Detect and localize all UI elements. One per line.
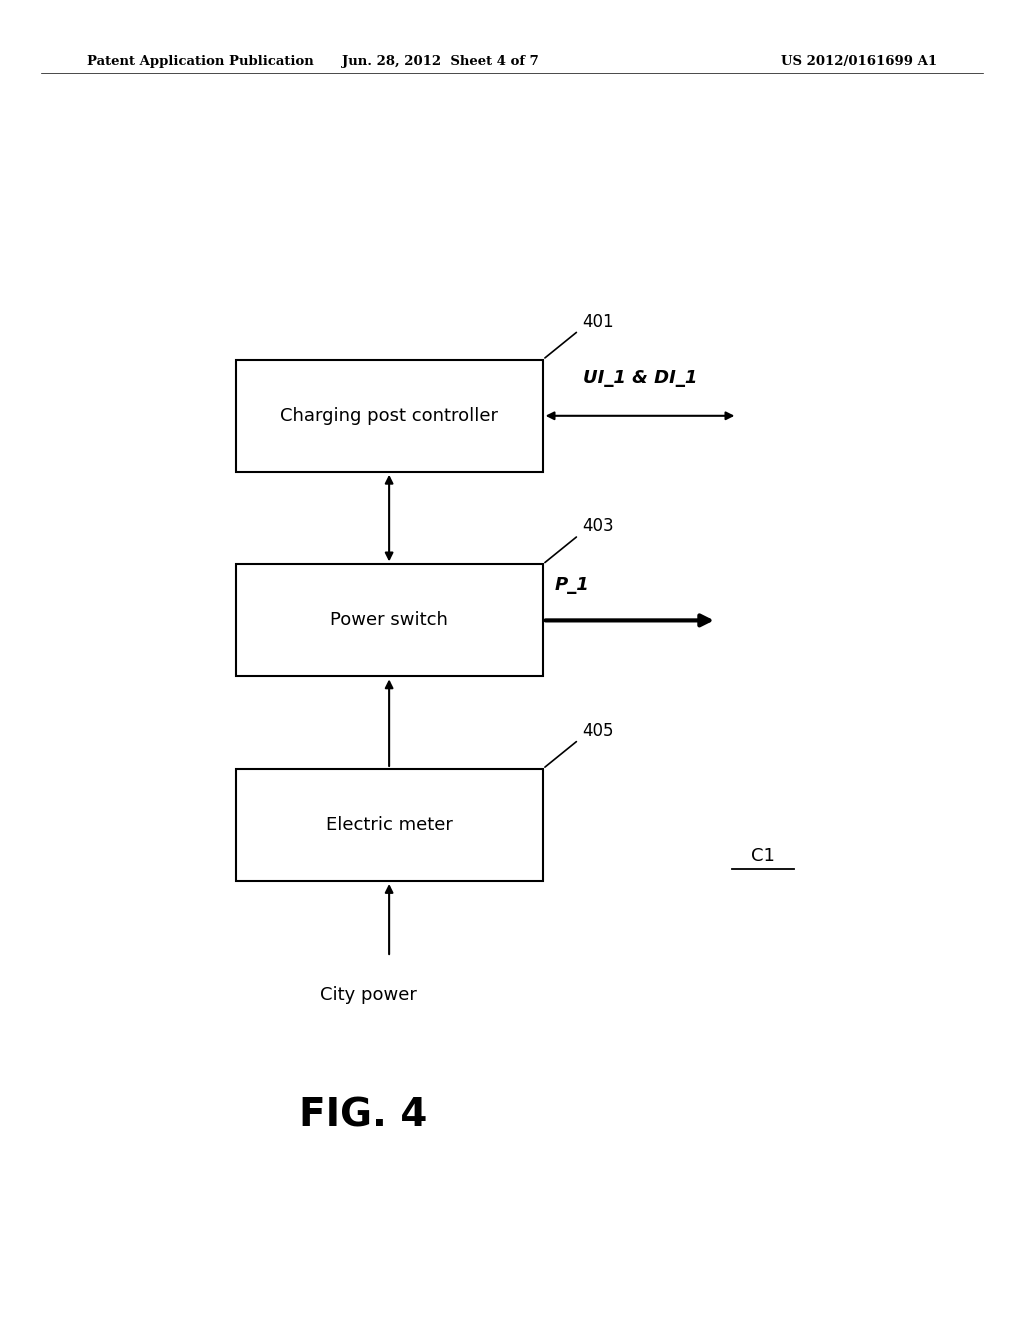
Text: Power switch: Power switch [330, 611, 449, 630]
Text: Jun. 28, 2012  Sheet 4 of 7: Jun. 28, 2012 Sheet 4 of 7 [342, 55, 539, 69]
Bar [236, 768, 543, 882]
Text: Patent Application Publication: Patent Application Publication [87, 55, 313, 69]
Text: 401: 401 [583, 313, 614, 330]
Bar [236, 359, 543, 471]
Text: P_1: P_1 [555, 576, 590, 594]
Text: FIG. 4: FIG. 4 [299, 1097, 428, 1134]
Bar [236, 565, 543, 676]
Text: US 2012/0161699 A1: US 2012/0161699 A1 [781, 55, 937, 69]
Text: UI_1 & DI_1: UI_1 & DI_1 [583, 368, 697, 387]
Text: 405: 405 [583, 722, 614, 739]
Text: C1: C1 [751, 846, 775, 865]
Text: Electric meter: Electric meter [326, 816, 453, 834]
Text: City power: City power [321, 986, 417, 1005]
Text: 403: 403 [583, 517, 614, 536]
Text: Charging post controller: Charging post controller [281, 407, 498, 425]
